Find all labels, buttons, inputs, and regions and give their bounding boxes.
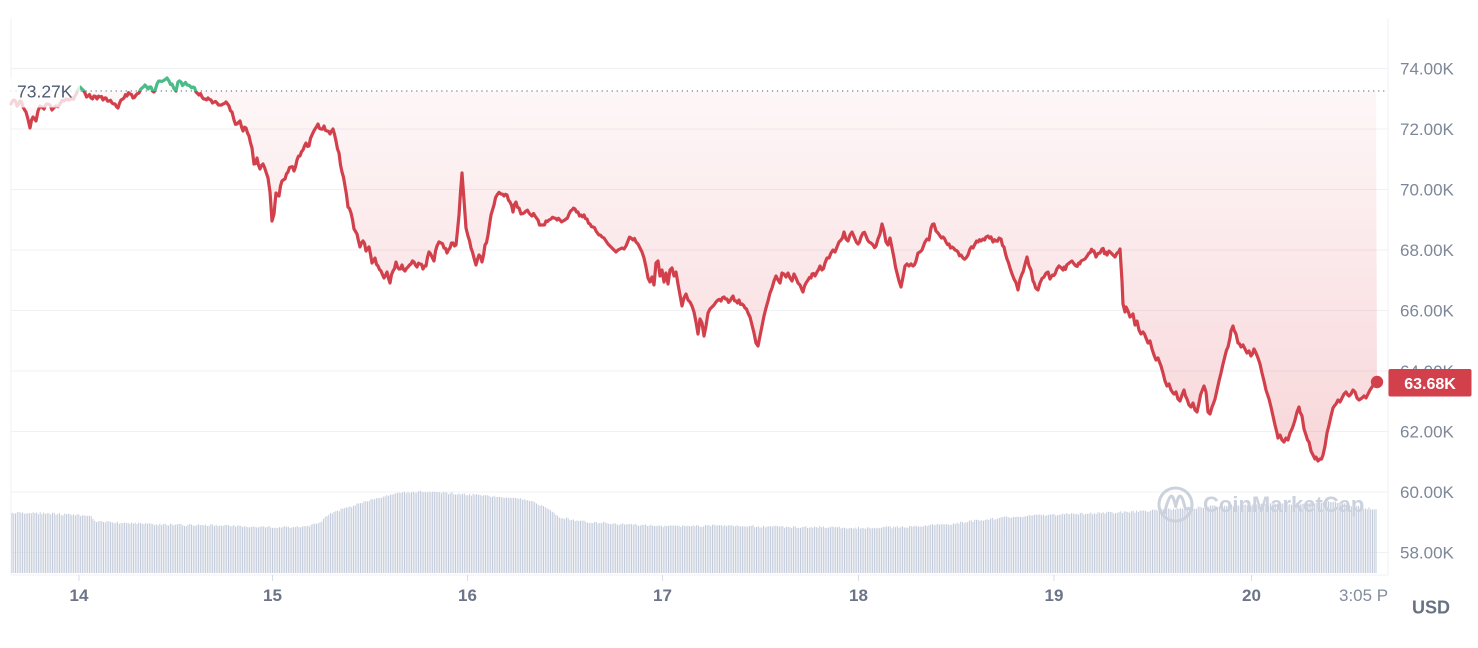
svg-text:18: 18 xyxy=(849,586,868,605)
svg-text:72.00K: 72.00K xyxy=(1400,120,1455,139)
svg-text:74.00K: 74.00K xyxy=(1400,60,1455,79)
svg-text:14: 14 xyxy=(70,586,89,605)
svg-text:73.27K: 73.27K xyxy=(17,82,73,102)
svg-text:19: 19 xyxy=(1045,586,1064,605)
svg-text:17: 17 xyxy=(653,586,672,605)
svg-text:66.00K: 66.00K xyxy=(1400,302,1455,321)
svg-text:60.00K: 60.00K xyxy=(1400,483,1455,502)
svg-text:62.00K: 62.00K xyxy=(1400,423,1455,442)
svg-text:68.00K: 68.00K xyxy=(1400,241,1455,260)
svg-text:63.68K: 63.68K xyxy=(1404,376,1456,393)
svg-text:USD: USD xyxy=(1412,598,1450,618)
svg-text:20: 20 xyxy=(1242,586,1261,605)
svg-text:15: 15 xyxy=(263,586,282,605)
svg-text:CoinMarketCap: CoinMarketCap xyxy=(1203,492,1364,517)
svg-text:16: 16 xyxy=(458,586,477,605)
svg-text:3:05 PM: 3:05 PM xyxy=(1339,586,1402,605)
svg-text:58.00K: 58.00K xyxy=(1400,544,1455,563)
svg-text:70.00K: 70.00K xyxy=(1400,181,1455,200)
